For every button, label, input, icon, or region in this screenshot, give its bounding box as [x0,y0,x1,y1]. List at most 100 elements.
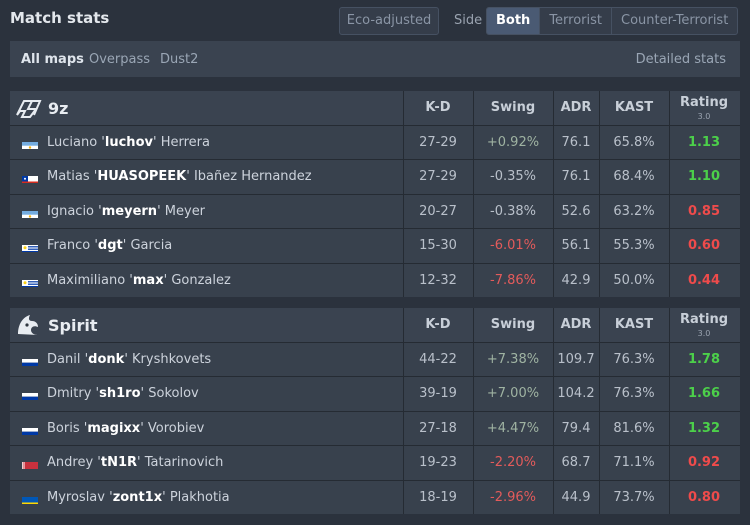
player-first-name: Matias [47,169,90,185]
player-kast: 73.7% [613,489,655,505]
map-tab-overpass[interactable]: Overpass [89,52,151,67]
player-row[interactable]: Boris 'magixx' Vorobiev 27-18 +4.47% 79.4 81… [10,410,740,446]
detailed-stats-link[interactable]: Detailed stats [635,52,726,67]
column-header-rating[interactable]: Rating 3.0 [669,308,739,342]
side-selector: Both Terrorist Counter-Terrorist [486,7,739,35]
player-nickname: magixx [87,420,141,436]
player-last-name: Kryshkovets [132,352,212,367]
player-swing: +0.92% [486,135,540,150]
player-adr: 42.9 [561,272,591,288]
player-kast: 76.3% [613,386,655,402]
player-name[interactable]: Dmitry 'sh1ro' Sokolov [47,386,199,402]
player-first-name: Ignacio [47,203,95,219]
player-first-name: Luciano [47,135,98,150]
player-row[interactable]: Andrey 'tN1R' Tatarinovich 19-23 -2.20% 68.… [10,445,740,480]
player-last-name: Tatarinovich [144,455,224,471]
player-row[interactable]: Myroslav 'zont1x' Plakhotia 18-19 -2.96% 44… [10,479,740,514]
team-name: 9z [48,99,69,118]
side-option-both[interactable]: Both [487,8,541,34]
ukraine-flag-icon [22,493,38,504]
player-kd: 15-30 [419,238,457,254]
player-rating: 0.85 [687,203,721,219]
spirit-logo-icon [14,312,42,338]
player-row[interactable]: Danil 'donk' Kryshkovets 44-22 +7.38% 109.7… [10,342,740,377]
player-kd: 39-19 [419,386,457,402]
player-name[interactable]: Luciano 'luchov' Herrera [47,135,210,150]
player-swing: -6.01% [490,238,536,254]
eco-adjusted-toggle[interactable]: Eco-adjusted [339,7,439,35]
player-nickname: tN1R [100,455,138,471]
column-header-rating[interactable]: Rating 3.0 [669,91,739,125]
column-header-swing[interactable]: Swing [490,100,536,115]
player-rating: 1.78 [687,352,721,367]
player-name[interactable]: Boris 'magixx' Vorobiev [47,420,205,436]
player-nickname: zont1x [112,489,163,505]
player-first-name: Andrey [47,455,94,471]
player-last-name: Gonzalez [171,272,231,288]
map-tab-all-maps[interactable]: All maps [21,52,84,67]
player-name[interactable]: Myroslav 'zont1x' Plakhotia [47,489,230,505]
player-kd: 19-23 [419,455,457,471]
player-kd: 12-32 [419,272,457,288]
uruguay-flag-icon [22,276,38,287]
player-kd: 27-29 [419,135,457,150]
player-name[interactable]: Franco 'dgt' Garcia [47,238,173,254]
map-tab-dust2[interactable]: Dust2 [160,52,199,67]
column-header-kast[interactable]: KAST [614,317,654,332]
player-row[interactable]: Luciano 'luchov' Herrera 27-29 +0.92% 76.1 6… [10,125,740,160]
player-nickname: meyern [101,203,158,219]
player-row[interactable]: Maximiliano 'max' Gonzalez 12-32 -7.86% 42.… [10,262,740,297]
rating-label: Rating [679,312,728,327]
player-name[interactable]: Danil 'donk' Kryshkovets [47,352,212,367]
rating-label: Rating [679,95,728,110]
player-last-name: Ibañez Hernandez [193,169,312,185]
team-table-9z: 9z K-D Swing ADR KAST Rating 3.0 Luciano 'lucho… [10,91,740,297]
column-header-adr[interactable]: ADR [560,100,592,115]
player-row[interactable]: Ignacio 'meyern' Meyer 20-27 -0.38% 52.6 63.… [10,193,740,229]
player-last-name: Meyer [164,203,206,219]
rating-version: 3.0 [697,112,711,121]
column-header-adr[interactable]: ADR [560,317,592,332]
player-first-name: Boris [47,420,80,436]
player-swing: +4.47% [486,420,540,436]
player-row[interactable]: Matias 'HUASOPEEK' Ibañez Hernandez 27-29… [10,159,740,194]
player-kd: 44-22 [419,352,457,367]
column-header-kast[interactable]: KAST [614,100,654,115]
uruguay-flag-icon [22,241,38,253]
side-option-terrorist[interactable]: Terrorist [540,8,612,34]
team-header: 9z K-D Swing ADR KAST Rating 3.0 [10,91,740,125]
player-rating: 0.80 [687,489,721,505]
player-row[interactable]: Dmitry 'sh1ro' Sokolov 39-19 +7.00% 104.2 76… [10,376,740,411]
column-header-kd[interactable]: K-D [425,317,451,332]
player-adr: 68.7 [561,455,591,471]
player-kd: 27-18 [419,420,457,436]
player-swing: -2.96% [490,489,536,505]
player-nickname: dgt [97,238,123,254]
side-label: Side [454,13,483,28]
russia-flag-icon [22,424,38,435]
player-rating: 0.92 [687,455,721,471]
player-kd: 20-27 [419,203,457,219]
player-name[interactable]: Maximiliano 'max' Gonzalez [47,272,231,288]
player-adr: 52.6 [561,203,591,219]
player-last-name: Garcia [130,238,173,254]
column-header-kd[interactable]: K-D [425,100,451,115]
player-name[interactable]: Matias 'HUASOPEEK' Ibañez Hernandez [47,169,312,185]
player-name[interactable]: Andrey 'tN1R' Tatarinovich [47,455,224,471]
player-nickname: luchov [104,135,153,150]
player-kd: 18-19 [419,489,457,505]
player-name[interactable]: Ignacio 'meyern' Meyer [47,203,206,219]
rating-version: 3.0 [697,329,711,338]
side-option-counter-terrorist[interactable]: Counter-Terrorist [621,13,729,28]
9z-logo-icon [14,95,42,121]
player-kast: 76.3% [613,352,655,367]
team-table-spirit: Spirit K-D Swing ADR KAST Rating 3.0 Danil 'don… [10,308,740,514]
player-row[interactable]: Franco 'dgt' Garcia 15-30 -6.01% 56.1 55.3% 0… [10,228,740,263]
player-rating: 0.60 [687,238,721,254]
player-first-name: Danil [47,352,81,367]
player-swing: +7.00% [486,386,540,402]
team-name: Spirit [48,316,98,335]
column-header-swing[interactable]: Swing [490,317,536,332]
player-swing: +7.38% [486,352,540,367]
russia-flag-icon [22,355,38,366]
